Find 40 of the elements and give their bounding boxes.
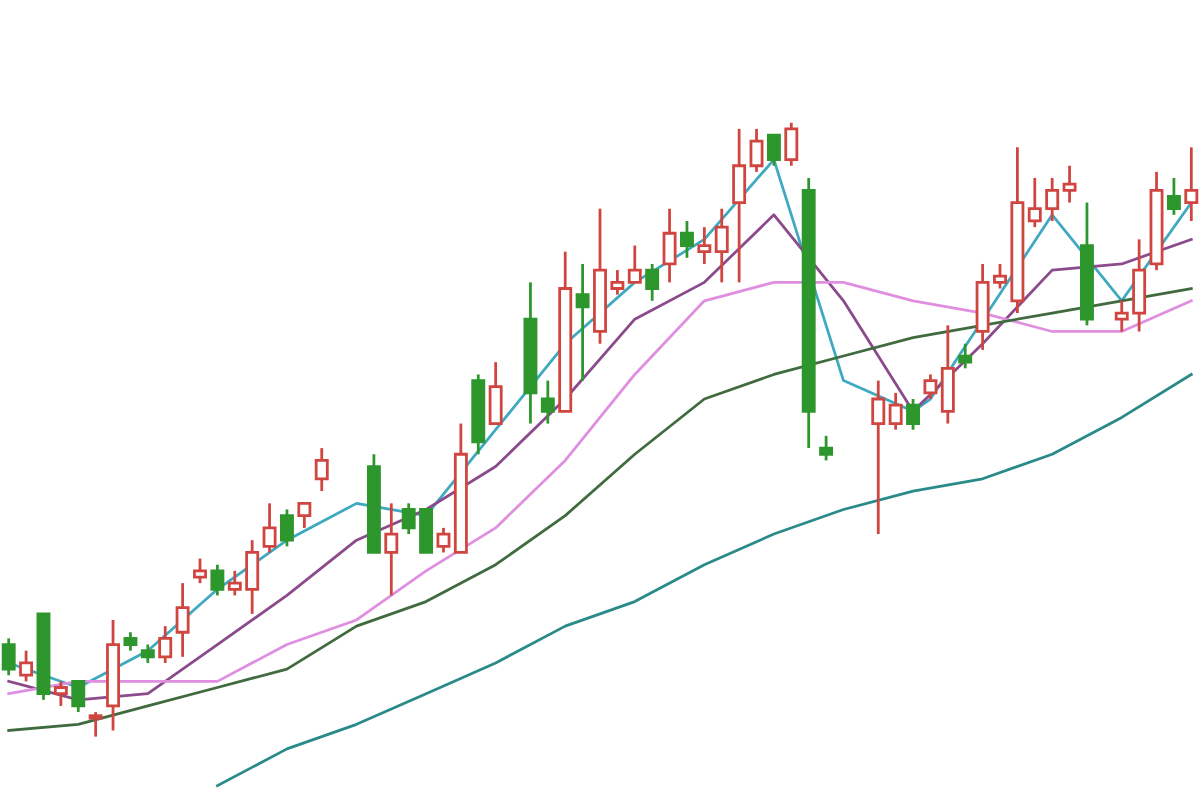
candlestick [280,508,294,548]
candlestick [749,127,764,174]
candlestick [1062,164,1077,204]
candlestick [140,643,155,665]
candlestick [193,557,207,585]
candlestick [488,360,503,425]
candlestick [210,563,225,597]
candlestick [436,526,451,554]
candlestick [19,649,34,683]
candlestick [71,679,86,714]
candlestick [88,710,103,739]
candlestick [1184,145,1199,223]
candlestick [175,581,190,659]
candlestick [575,262,590,382]
candlestick [384,501,399,597]
candlestick [819,434,834,462]
candlestick [1,637,16,677]
candlestick [714,207,729,284]
candlestick [297,501,312,530]
candlestick [906,397,920,432]
candlestick [888,391,903,432]
candlestick [645,262,660,303]
candlestick [958,342,973,370]
candlestick [314,446,329,493]
candlestick [123,630,138,653]
candlestick [627,244,642,284]
candlestick [784,121,799,168]
candlestick [262,501,277,554]
candlestick [766,133,781,168]
candlestick [697,225,712,266]
candlestick [1166,176,1181,217]
candlestick [871,379,886,536]
candlestick [732,127,747,284]
candlestick [540,379,555,425]
candlestick [662,207,677,284]
candlestick [158,624,173,665]
candlestick [940,323,955,425]
candlestick [923,373,938,401]
candlestick [680,219,694,260]
candlestick [53,679,68,708]
